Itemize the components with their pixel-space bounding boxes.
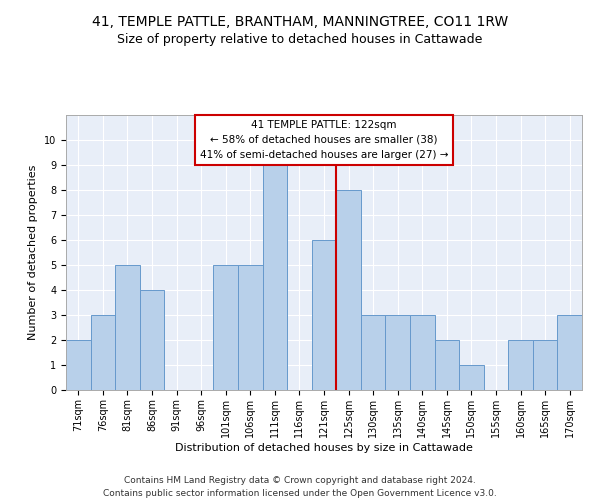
Bar [361, 315, 385, 390]
Bar [410, 315, 434, 390]
Bar [336, 190, 361, 390]
Text: 41, TEMPLE PATTLE, BRANTHAM, MANNINGTREE, CO11 1RW: 41, TEMPLE PATTLE, BRANTHAM, MANNINGTREE… [92, 15, 508, 29]
Bar [140, 290, 164, 390]
Bar [263, 165, 287, 390]
Text: Contains HM Land Registry data © Crown copyright and database right 2024.
Contai: Contains HM Land Registry data © Crown c… [103, 476, 497, 498]
Text: 41 TEMPLE PATTLE: 122sqm
← 58% of detached houses are smaller (38)
41% of semi-d: 41 TEMPLE PATTLE: 122sqm ← 58% of detach… [200, 120, 448, 160]
Bar [385, 315, 410, 390]
Bar [459, 365, 484, 390]
Bar [66, 340, 91, 390]
Bar [91, 315, 115, 390]
Y-axis label: Number of detached properties: Number of detached properties [28, 165, 38, 340]
Bar [312, 240, 336, 390]
Bar [238, 265, 263, 390]
X-axis label: Distribution of detached houses by size in Cattawade: Distribution of detached houses by size … [175, 442, 473, 452]
Bar [533, 340, 557, 390]
Bar [508, 340, 533, 390]
Text: Size of property relative to detached houses in Cattawade: Size of property relative to detached ho… [118, 32, 482, 46]
Bar [214, 265, 238, 390]
Bar [434, 340, 459, 390]
Bar [115, 265, 140, 390]
Bar [557, 315, 582, 390]
